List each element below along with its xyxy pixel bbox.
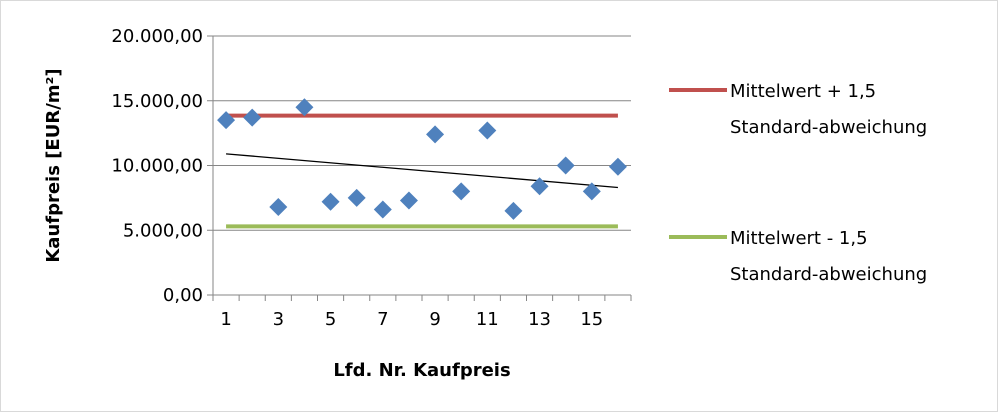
x-tick-label: 9 xyxy=(429,309,440,330)
y-tick-label: 5.000,00 xyxy=(123,220,203,241)
y-axis-label: Kaufpreis [EUR/m²] xyxy=(43,68,64,262)
data-point xyxy=(608,157,627,176)
data-point xyxy=(321,192,340,211)
legend-label: Standard-abweichung xyxy=(730,264,927,285)
data-point xyxy=(295,98,314,117)
legend-label: Standard-abweichung xyxy=(730,117,927,138)
x-tick-label: 3 xyxy=(273,309,284,330)
x-tick-label: 13 xyxy=(528,309,551,330)
data-point xyxy=(269,197,288,216)
legend-label: Mittelwert - 1,5 xyxy=(730,228,868,249)
x-tick-label: 5 xyxy=(325,309,336,330)
data-point xyxy=(530,177,549,196)
axes: 0,00 5.000,00 10.000,00 15.000,00 20.000,00 1… xyxy=(111,26,632,330)
x-tick-label: 11 xyxy=(476,309,499,330)
plot-area xyxy=(217,98,627,229)
data-point xyxy=(243,108,262,127)
y-tick-label: 15.000,00 xyxy=(111,91,203,112)
data-point xyxy=(399,191,418,210)
y-tick-label: 20.000,00 xyxy=(111,26,203,47)
x-axis-label: Lfd. Nr. Kaufpreis xyxy=(333,360,510,381)
data-point xyxy=(426,125,445,144)
x-tick-label: 1 xyxy=(220,309,231,330)
data-point xyxy=(217,111,236,130)
data-point xyxy=(556,156,575,175)
data-point xyxy=(504,201,523,220)
x-tick-label: 15 xyxy=(580,309,603,330)
legend: Mittelwert + 1,5 Standard-abweichung Mitte… xyxy=(669,81,927,285)
y-tick-label: 10.000,00 xyxy=(111,156,203,177)
data-point xyxy=(347,188,366,207)
data-point xyxy=(582,182,601,201)
trendline xyxy=(226,153,618,189)
data-point xyxy=(373,200,392,219)
legend-label: Mittelwert + 1,5 xyxy=(730,81,876,102)
x-tick-label: 7 xyxy=(377,309,388,330)
y-tick-label: 0,00 xyxy=(163,285,203,306)
data-point xyxy=(452,182,471,201)
data-point xyxy=(478,121,497,140)
